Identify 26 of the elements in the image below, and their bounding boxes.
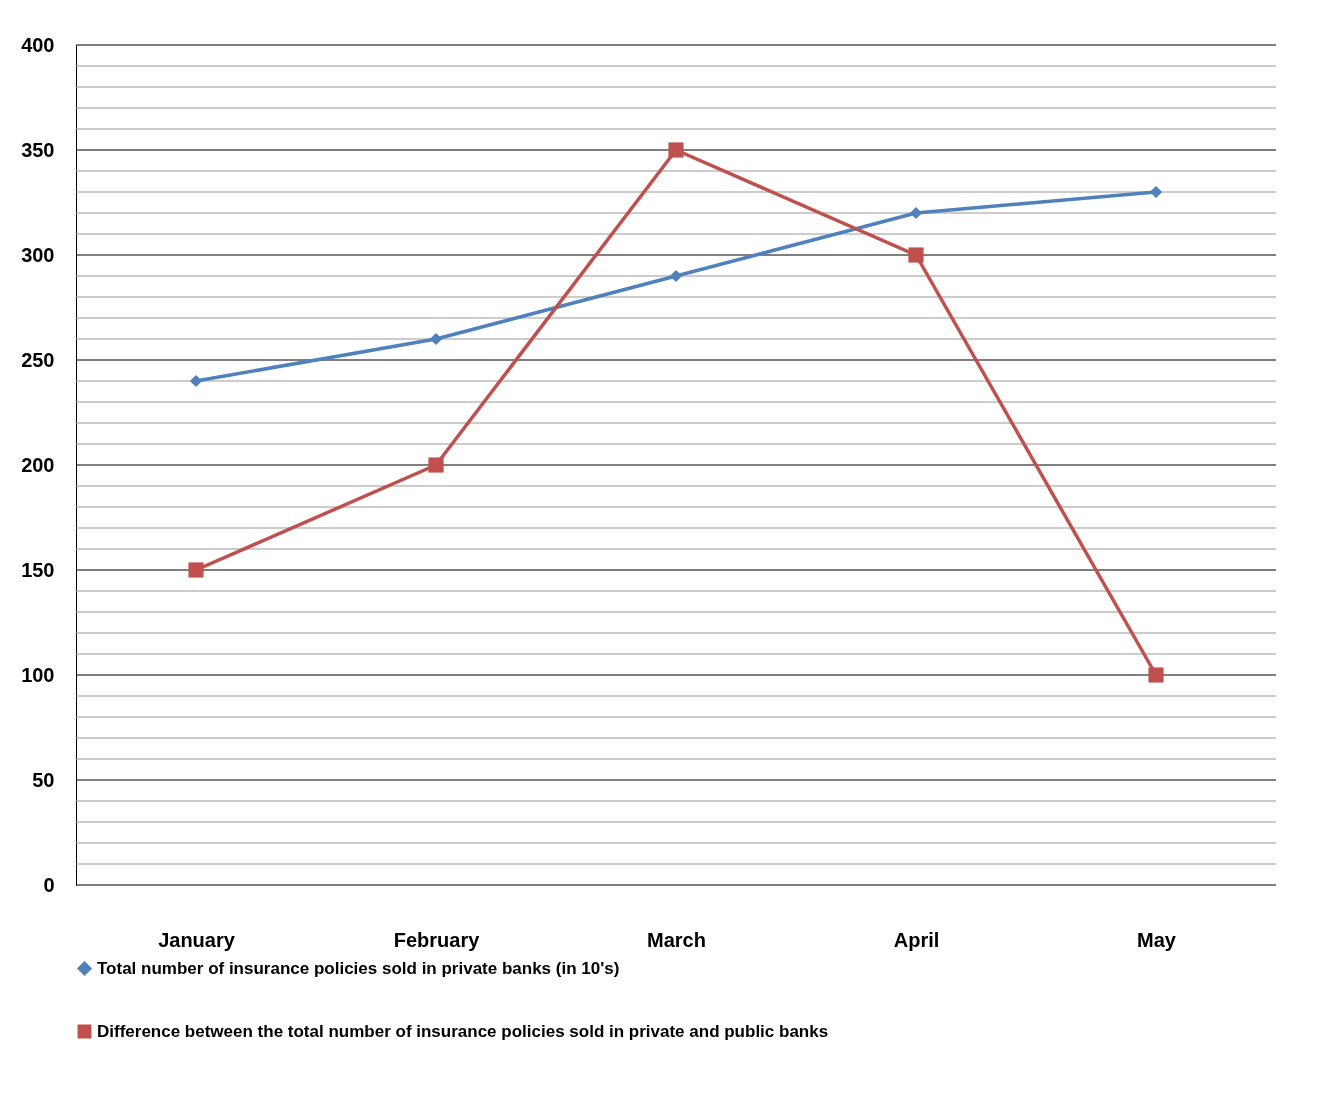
point bbox=[189, 374, 203, 388]
point bbox=[668, 142, 684, 158]
x-tick-label: March bbox=[647, 928, 706, 951]
y-tick-label: 200 bbox=[21, 453, 55, 476]
point bbox=[1148, 667, 1164, 683]
x-tick-label: May bbox=[1137, 928, 1177, 951]
y-tick-label: 50 bbox=[32, 768, 55, 791]
point bbox=[428, 457, 444, 473]
x-tick-label: February bbox=[393, 928, 481, 951]
y-tick-label: 150 bbox=[21, 558, 55, 581]
point bbox=[1149, 185, 1163, 199]
point bbox=[188, 562, 204, 578]
y-tick-label: 100 bbox=[21, 663, 55, 686]
legend-label: Total number of insurance policies sold in private banks (in 10's) bbox=[97, 958, 620, 978]
x-tick-label: April bbox=[893, 928, 940, 951]
x-tick-label: January bbox=[158, 928, 236, 951]
point bbox=[908, 247, 924, 263]
point bbox=[669, 269, 683, 283]
y-tick-label: 350 bbox=[21, 138, 55, 161]
point bbox=[429, 332, 443, 346]
y-tick-label: 400 bbox=[21, 33, 55, 56]
y-tick-label: 300 bbox=[21, 243, 55, 266]
y-tick-label: 0 bbox=[43, 873, 55, 896]
y-tick-label: 250 bbox=[21, 348, 55, 371]
legend-label: Difference between the total number of insurance policies sold in private and public banks bbox=[97, 1021, 829, 1041]
point bbox=[909, 206, 923, 220]
